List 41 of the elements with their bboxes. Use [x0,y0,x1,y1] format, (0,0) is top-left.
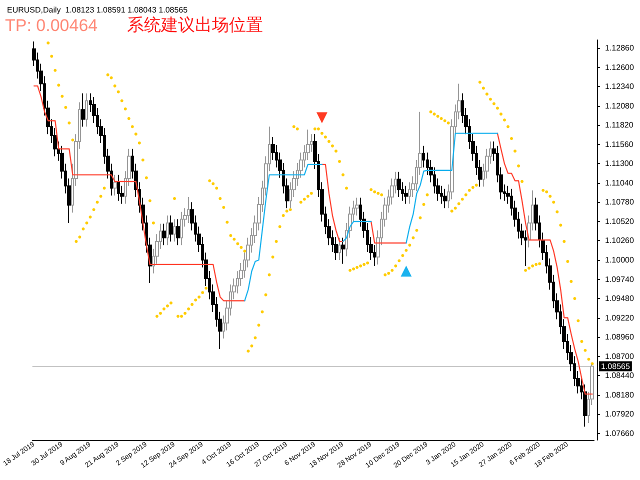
candlestick [397,171,401,198]
candlestick [404,185,408,204]
candlestick [187,196,190,224]
y-tick-label: 1.10520 [605,216,634,226]
y-tick-label: 1.11040 [605,178,634,188]
candlestick [113,174,117,196]
y-tick-label: 1.12600 [605,62,634,72]
y-tick-label: 1.09480 [605,294,634,304]
y-tick-label: 1.12340 [605,82,634,92]
text: EURUSD,Daily 1.08123 1.08591 1.08043 1.08565 [7,6,188,14]
y-tick-label: 1.12080 [605,101,634,110]
y-tick-label: 1.09740 [605,274,634,284]
y-tick-label: 1.07660 [605,428,634,438]
y-tick-label: 1.11560 [605,140,634,149]
candlestick [173,218,176,242]
y-tick-label: 1.09220 [605,313,634,322]
y-tick-label: 1.12860 [605,44,634,53]
candlestick [338,237,341,260]
candlestick [162,223,166,246]
y-tick-label: 1.08700 [605,352,634,361]
y-tick-label: 1.11300 [605,159,634,168]
y-tick-label: 1.10000 [605,256,634,264]
y-tick-label: 1.10260 [605,236,634,246]
candlestick [180,211,183,246]
candlestick [176,218,180,246]
candlestick [341,237,345,264]
chart-subtitle: 系统建议出场位置 [127,16,263,36]
y-tick-label: 1.08180 [605,390,634,400]
y-tick-label: 1.08440 [605,371,634,380]
y-tick-label: 1.10780 [605,198,634,207]
candlestick [81,92,85,128]
candlestick [443,188,447,209]
candlestick [169,215,173,242]
candlestick [166,215,169,246]
y-tick-label: 1.07920 [605,410,634,419]
ref-line-label: 1.08565 [601,362,630,371]
chart-title: TP: 0.00464 [5,16,98,35]
y-tick-label: 1.08960 [605,332,634,342]
candlestick [85,92,88,128]
y-tick-label: 1.11820 [605,120,634,130]
candlestick [117,174,120,202]
